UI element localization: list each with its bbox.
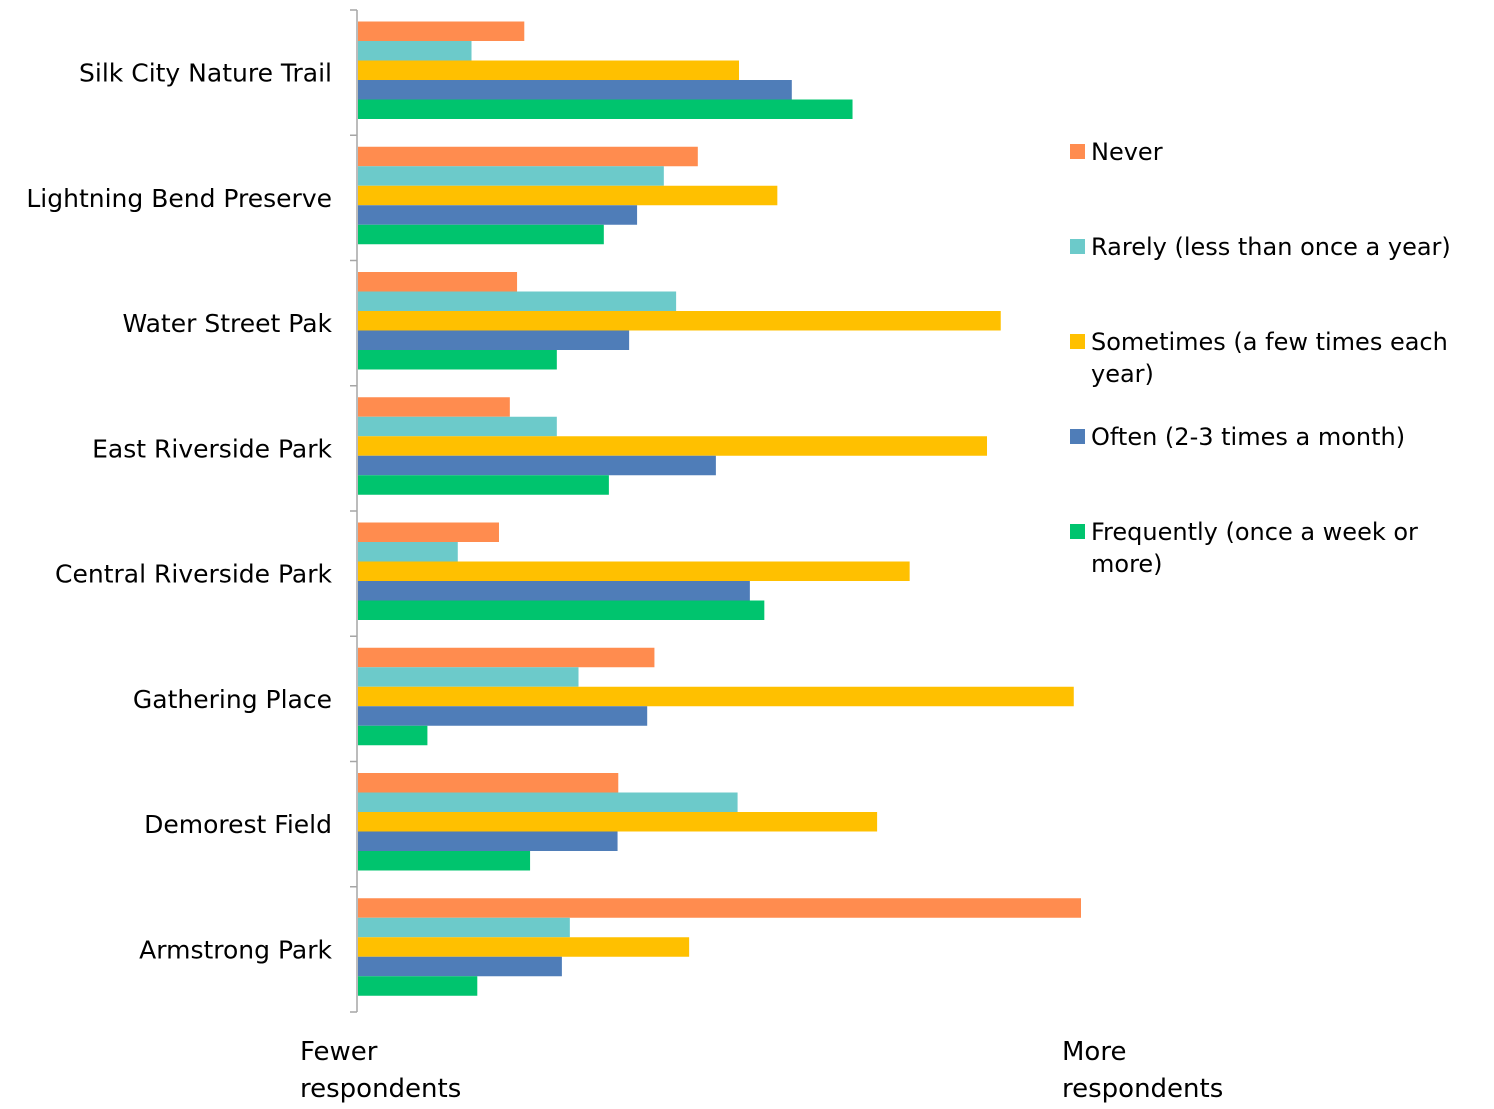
bar [358, 330, 630, 350]
legend-swatch [1070, 429, 1085, 444]
bar [358, 60, 740, 80]
legend-swatch [1070, 334, 1085, 349]
legend-swatch [1070, 239, 1085, 254]
bar [358, 224, 604, 245]
axis-note-more: More respondents [1062, 1037, 1223, 1104]
bar [358, 812, 878, 832]
bar [358, 436, 988, 456]
category-label: Water Street Pak [122, 309, 332, 338]
category-labels: Silk City Nature Trail Lightning Bend Pre… [26, 59, 332, 965]
bar [358, 937, 690, 957]
bar [358, 773, 619, 793]
bar [358, 831, 618, 851]
bar [358, 725, 428, 746]
bar [358, 542, 458, 562]
category-label: Demorest Field [144, 810, 332, 839]
bar [358, 166, 664, 186]
category-label: Silk City Nature Trail [79, 59, 332, 88]
bar [358, 475, 609, 495]
bar [358, 581, 750, 601]
legend-entry-label: Rarely (less than once a year) [1091, 233, 1451, 261]
bar [358, 686, 1074, 707]
legend-entry-label: Never [1091, 138, 1163, 166]
bar [358, 647, 655, 668]
category-label: Central Riverside Park [55, 560, 332, 589]
bar [358, 851, 531, 871]
bar [358, 272, 518, 292]
legend-entry-label: Frequently (once a week or more) [1091, 518, 1418, 578]
bar [358, 80, 792, 100]
bar [358, 291, 677, 311]
bar [358, 416, 557, 437]
bar [358, 146, 698, 167]
bar [358, 21, 525, 41]
category-label: East Riverside Park [92, 434, 332, 463]
category-label: Armstrong Park [139, 935, 332, 964]
bar [358, 976, 478, 996]
bar [358, 185, 778, 206]
bar [358, 41, 472, 61]
axis-layer [350, 9, 358, 1013]
bar [358, 397, 510, 417]
bar [358, 792, 738, 812]
legend-entry-label: Sometimes (a few times each year) [1091, 328, 1448, 388]
legend-swatch [1070, 524, 1085, 539]
bar [358, 561, 910, 581]
bar [358, 956, 562, 977]
legend-swatch [1070, 144, 1085, 159]
axis-note-fewer: Fewer respondents [300, 1037, 461, 1104]
bar [358, 455, 716, 476]
bar [358, 898, 1081, 918]
bar [358, 667, 579, 687]
bar [358, 350, 557, 370]
bar [358, 522, 499, 542]
bar [358, 917, 570, 938]
bars-layer [358, 21, 1081, 996]
bar [358, 600, 765, 620]
legend-entry-label: Often (2-3 times a month) [1091, 423, 1405, 451]
category-label: Lightning Bend Preserve [26, 184, 332, 213]
bar [358, 99, 853, 119]
axis-notes: Fewer respondents More respondents [300, 1037, 1223, 1104]
bar [358, 706, 648, 726]
legend: Never Rarely (less than once a year) Somet… [1070, 138, 1451, 578]
bar [358, 311, 1001, 331]
category-label: Gathering Place [133, 685, 332, 714]
bar [358, 205, 638, 225]
